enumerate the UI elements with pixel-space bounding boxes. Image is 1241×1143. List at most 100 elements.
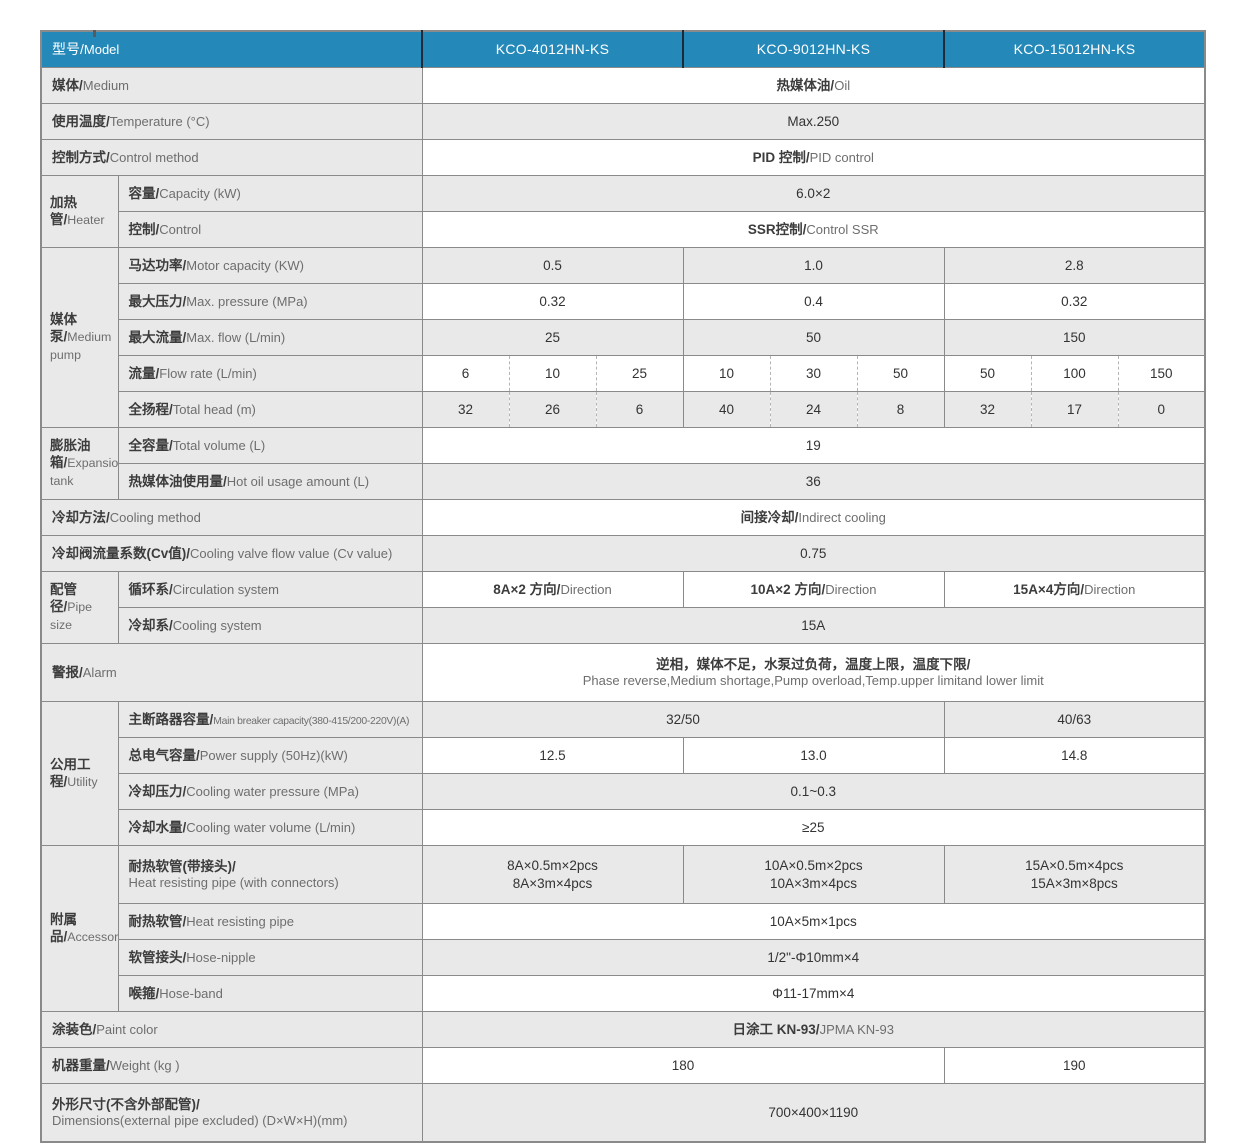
flowrate-cell: 10 — [508, 355, 597, 392]
pipe-connectors-value-2-line1: 10A×0.5m×2pcs — [764, 858, 863, 874]
power-supply-label: 总电气容量/Power supply (50Hz)(kW) — [117, 737, 423, 774]
heater-capacity-label-zh: 容量/ — [128, 185, 160, 201]
heater-control-value: SSR控制/Control SSR — [421, 211, 1206, 248]
water-volume-label-en: Cooling water volume (L/min) — [186, 819, 356, 835]
weight-label: 机器重量/Weight (kg ) — [40, 1047, 423, 1084]
row-hose-nipple: 软管接头/Hose-nipple 1/2"-Φ10mm×4 — [41, 939, 1206, 976]
pipe-connectors-value-3-line2: 15A×3m×8pcs — [1030, 875, 1118, 891]
cv-value: 0.75 — [421, 535, 1206, 572]
breaker-label-zh: 主断路器容量/ — [128, 711, 214, 727]
head-cell: 0 — [1117, 391, 1206, 428]
row-pump-pressure: 最大压力/Max. pressure (MPa) 0.32 0.4 0.32 — [41, 283, 1206, 320]
circulation-label-en: Circulation system — [172, 581, 279, 597]
medium-value: 热媒体油/Oil — [421, 67, 1206, 104]
tank-volume-value: 19 — [421, 427, 1206, 464]
model-header-label-en: Model — [83, 41, 120, 57]
row-cooling-system: 冷却系/Cooling system 15A — [41, 607, 1206, 644]
pump-maxflow-value-3: 150 — [943, 319, 1206, 356]
pipe-connectors-value-3-line1: 15A×0.5m×4pcs — [1025, 858, 1124, 874]
pipe-connectors-value-1-line1: 8A×0.5m×2pcs — [507, 858, 598, 874]
water-volume-label-zh: 冷却水量/ — [128, 819, 187, 835]
heater-group-label: 加热管/Heater — [40, 175, 119, 248]
pump-maxflow-value-1: 25 — [421, 319, 684, 356]
hose-nipple-label: 软管接头/Hose-nipple — [117, 939, 423, 976]
temperature-label-zh: 使用温度/ — [52, 113, 110, 129]
medium-value-zh: 热媒体油/ — [776, 77, 835, 93]
power-supply-label-zh: 总电气容量/ — [128, 747, 200, 763]
pump-pressure-label-en: Max. pressure (MPa) — [186, 293, 308, 309]
tank-oil-usage-label: 热媒体油使用量/Hot oil usage amount (L) — [117, 463, 423, 500]
row-dimensions: 外形尺寸(不含外部配管)/Dimensions(external pipe ex… — [40, 1083, 1206, 1143]
alarm-label: 警报/Alarm — [40, 643, 423, 702]
weight-label-en: Weight (kg ) — [109, 1057, 180, 1073]
row-hose-band: 喉箍/Hose-band Φ11-17mm×4 — [41, 975, 1206, 1012]
paint-value-en: JPMA KN-93 — [819, 1021, 894, 1037]
hose-nipple-label-en: Hose-nipple — [186, 949, 256, 965]
weight-label-zh: 机器重量/ — [52, 1057, 110, 1073]
alarm-value-en: Phase reverse,Medium shortage,Pump overl… — [582, 672, 1044, 688]
hose-nipple-value: 1/2"-Φ10mm×4 — [421, 939, 1206, 976]
flowrate-cell: 25 — [595, 355, 684, 392]
accessories-group-en: Accessories — [67, 930, 118, 945]
cooling-system-value: 15A — [421, 607, 1206, 644]
hose-band-label: 喉箍/Hose-band — [117, 975, 423, 1012]
row-heater-control: 控制/Control SSR控制/Control SSR — [41, 211, 1206, 248]
pump-pressure-value-1: 0.32 — [421, 283, 684, 320]
row-alarm: 警报/Alarm 逆相，媒体不足，水泵过负荷，温度上限，温度下限/Phase r… — [40, 643, 1206, 702]
control-method-value: PID 控制/PID control — [421, 139, 1206, 176]
hose-band-label-en: Hose-band — [159, 985, 223, 1001]
heater-control-value-zh: SSR控制/ — [747, 221, 807, 237]
heater-control-value-en: Control SSR — [806, 221, 879, 237]
control-method-label-en: Control method — [109, 149, 199, 165]
row-cooling-method: 冷却方法/Cooling method 间接冷却/Indirect coolin… — [40, 499, 1206, 536]
accessories-group-zh: 附属品/ — [50, 911, 77, 945]
power-supply-value-3: 14.8 — [943, 737, 1206, 774]
row-weight: 机器重量/Weight (kg ) 180 190 — [40, 1047, 1206, 1084]
utility-group-en: Utility — [67, 775, 98, 790]
heat-pipe-label: 耐热软管/Heat resisting pipe — [117, 903, 423, 940]
circulation-label: 循环系/Circulation system — [117, 571, 423, 608]
head-cell: 24 — [769, 391, 858, 428]
paint-label-en: Paint color — [96, 1021, 158, 1037]
tank-volume-label: 全容量/Total volume (L) — [117, 427, 423, 464]
heater-capacity-label-en: Capacity (kW) — [159, 185, 241, 201]
heat-pipe-label-zh: 耐热软管/ — [128, 913, 187, 929]
alarm-value-zh: 逆相，媒体不足，水泵过负荷，温度上限，温度下限/ — [656, 656, 971, 672]
pump-maxflow-value-2: 50 — [682, 319, 945, 356]
flowrate-cell: 6 — [421, 355, 510, 392]
spec-sheet-page: { "header": { "model_label": { "zh": "型号… — [0, 30, 1241, 1143]
water-volume-value: ≥25 — [421, 809, 1206, 846]
hose-band-label-zh: 喉箍/ — [128, 985, 160, 1001]
control-method-value-zh: PID 控制/ — [752, 149, 810, 165]
water-volume-label: 冷却水量/Cooling water volume (L/min) — [117, 809, 423, 846]
power-supply-value-1: 12.5 — [421, 737, 684, 774]
row-medium: 媒体/Medium 热媒体油/Oil — [40, 67, 1206, 104]
paint-label-zh: 涂装色/ — [52, 1021, 97, 1037]
utility-group-label: 公用工程/Utility — [40, 701, 119, 846]
tank-oil-usage-label-zh: 热媒体油使用量/ — [128, 473, 227, 489]
heater-capacity-value: 6.0×2 — [421, 175, 1206, 212]
circulation-value-3: 15A×4方向/Direction — [943, 571, 1206, 608]
cooling-system-label-zh: 冷却系/ — [128, 617, 173, 633]
row-pipe-connectors: 附属品/Accessories 耐热软管(带接头)/Heat resisting… — [40, 845, 1206, 1012]
heater-control-label-zh: 控制/ — [128, 221, 160, 237]
heat-pipe-value: 10A×5m×1pcs — [421, 903, 1206, 940]
circulation-value-3-en: Direction — [1084, 581, 1136, 597]
dimensions-label: 外形尺寸(不含外部配管)/Dimensions(external pipe ex… — [40, 1083, 423, 1143]
paint-label: 涂装色/Paint color — [40, 1011, 423, 1048]
dimensions-label-zh: 外形尺寸(不含外部配管)/ — [52, 1096, 200, 1112]
medium-value-en: Oil — [834, 77, 851, 93]
medium-label-en: Medium — [82, 77, 130, 93]
control-method-label-zh: 控制方式/ — [52, 149, 110, 165]
hose-nipple-label-zh: 软管接头/ — [128, 949, 187, 965]
cv-label-en: Cooling valve flow value (Cv value) — [190, 545, 393, 561]
heater-control-label-en: Control — [159, 221, 202, 237]
control-method-value-en: PID control — [809, 149, 874, 165]
row-circulation: 配管径/Pipe size 循环系/Circulation system 8A×… — [40, 571, 1206, 644]
tank-oil-usage-value: 36 — [421, 463, 1206, 500]
pump-motor-label-zh: 马达功率/ — [128, 257, 187, 273]
pump-flowrate-label: 流量/Flow rate (L/min) — [117, 355, 423, 392]
pipe-size-group-zh: 配管径/ — [50, 581, 77, 615]
cv-label-zh: 冷却阀流量系数(Cv值)/ — [52, 545, 190, 561]
cv-label: 冷却阀流量系数(Cv值)/Cooling valve flow value (C… — [40, 535, 423, 572]
